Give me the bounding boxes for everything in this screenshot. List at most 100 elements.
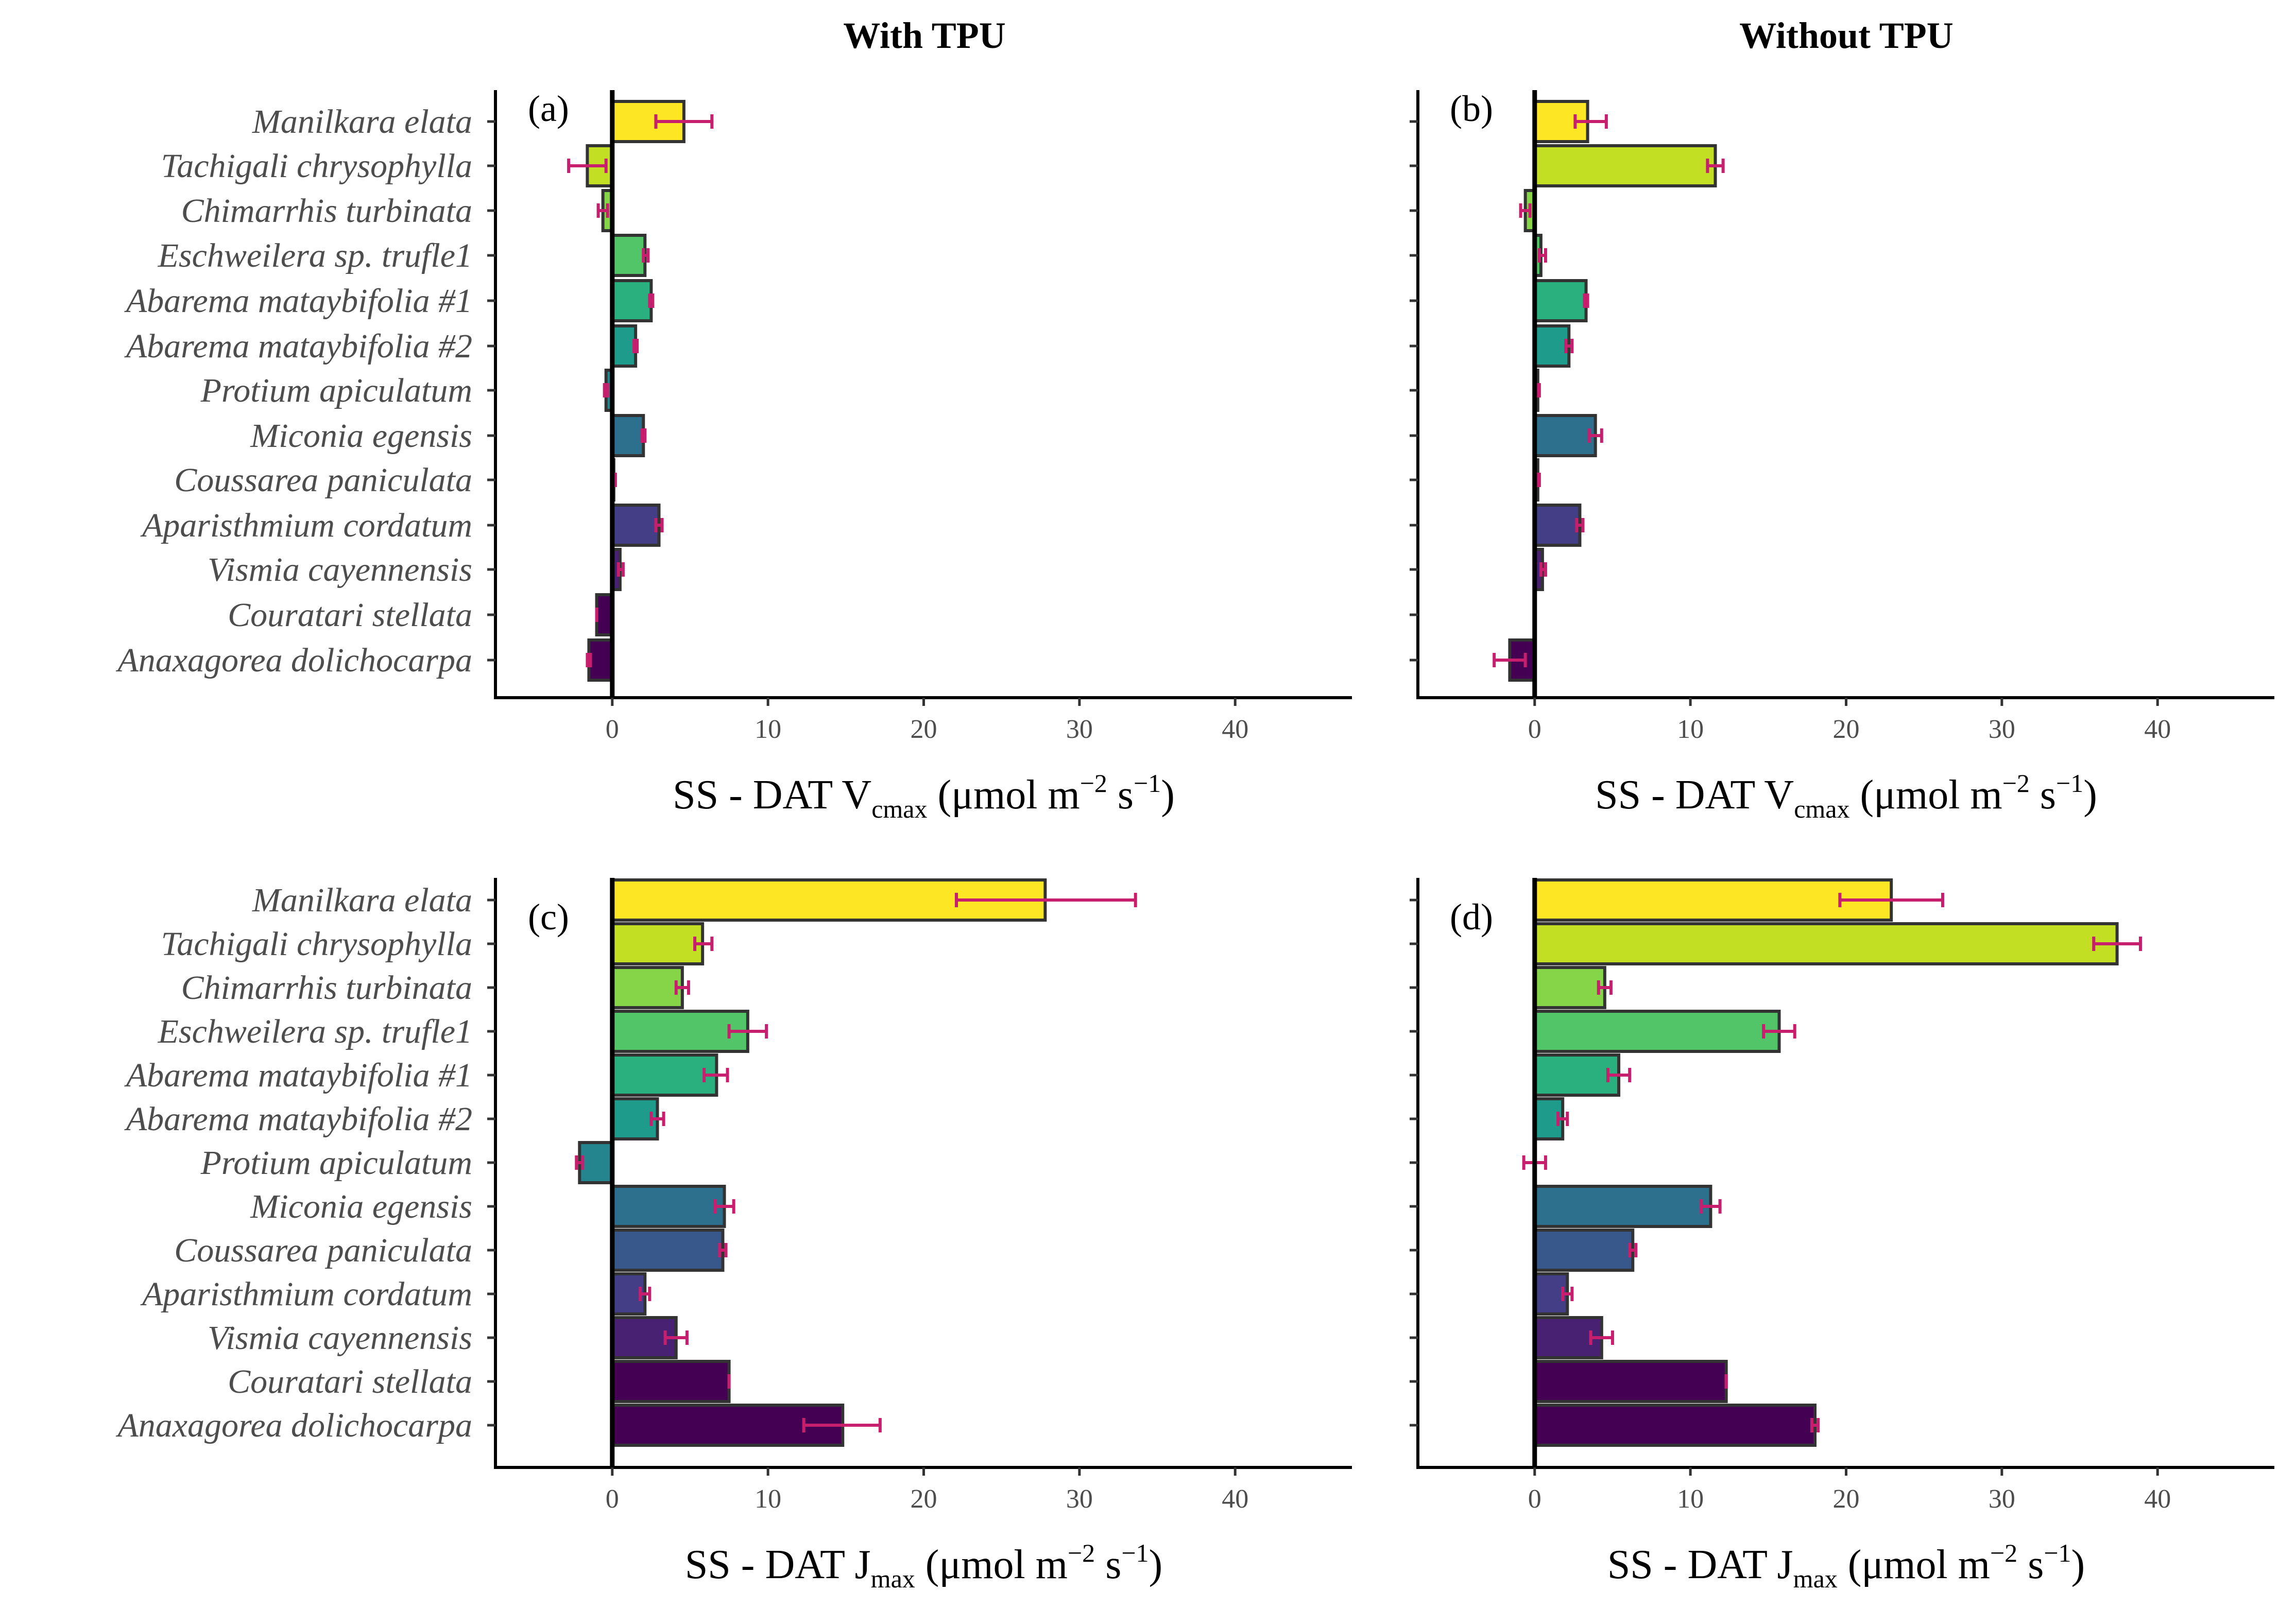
x-axis-title-part: −2 (1990, 1538, 2017, 1567)
y-tick-label: Aparisthmium cordatum (140, 1275, 472, 1313)
x-axis-title-part: SS - DAT V (1595, 772, 1794, 818)
bar (1533, 922, 2119, 965)
y-tick-label: Couratari stellata (228, 596, 472, 634)
bar (610, 1185, 726, 1228)
x-tick-label: 0 (1528, 1484, 1541, 1514)
error-bar (639, 1287, 652, 1301)
y-tick-label: Abarema mataybifolia #2 (124, 1100, 472, 1138)
x-axis-title-part: ) (2083, 772, 2097, 818)
bar (1533, 279, 1588, 322)
bar (1533, 966, 1606, 1009)
panel-a: Manilkara elata Tachigali chrysophylla Chi… (115, 88, 1352, 823)
x-axis-title-part: cmax (1794, 794, 1849, 823)
x-tick-label: 40 (2144, 715, 2171, 744)
x-axis-title-part: s (2030, 772, 2056, 818)
error-bar (718, 1243, 728, 1257)
error-bar (2092, 937, 2142, 951)
error-bar (1537, 248, 1547, 263)
x-axis-title-part: (μmol m (915, 1542, 1068, 1587)
x-tick-label: 0 (606, 1484, 619, 1514)
error-bar (1628, 1243, 1638, 1257)
x-axis-title-part: s (1095, 1542, 1121, 1587)
y-tick-label: Protium apiculatum (200, 372, 472, 409)
error-bar (1556, 1112, 1569, 1126)
x-axis-title-part: −1 (1134, 769, 1161, 798)
bar (610, 414, 645, 457)
error-bar (702, 1068, 729, 1082)
y-tick-label: Chimarrhis turbinata (181, 192, 472, 230)
y-tick-label: Couratari stellata (228, 1363, 472, 1400)
error-bar (567, 159, 608, 173)
x-axis-title-part: (μmol m (927, 772, 1080, 818)
bar (610, 1010, 749, 1053)
bar (610, 279, 653, 322)
x-tick-label: 40 (2144, 1484, 2171, 1514)
error-bar (1700, 1199, 1722, 1214)
error-bar (586, 653, 592, 667)
column-title-with-tpu: With TPU (843, 15, 1006, 56)
x-tick-label: 0 (1528, 715, 1541, 744)
error-bar (1573, 114, 1608, 129)
panel-label: (b) (1450, 88, 1493, 129)
bar (610, 1053, 718, 1097)
x-tick-label: 40 (1222, 1484, 1248, 1514)
error-bar (603, 383, 609, 397)
x-tick-label: 30 (1989, 715, 2015, 744)
y-tick-label: Chimarrhis turbinata (181, 969, 472, 1007)
error-bar (802, 1418, 882, 1432)
x-tick-label: 10 (1677, 715, 1704, 744)
x-axis-title-part: (μmol m (1838, 1542, 1990, 1587)
error-bar (1810, 1418, 1820, 1432)
x-axis-title: SS - DAT Jmax (μmol m−2 s−1) (685, 1538, 1162, 1593)
y-tick-label: Manilkara elata (252, 103, 472, 141)
y-tick-label: Abarema mataybifolia #2 (124, 327, 472, 365)
error-bar (642, 248, 650, 263)
x-axis-title-part: −1 (2056, 769, 2083, 798)
bar (1533, 324, 1571, 368)
x-axis-title-part: −2 (2002, 769, 2030, 798)
y-tick-label: Eschweilera sp. trufle1 (158, 1013, 472, 1050)
x-tick-label: 20 (1833, 715, 1860, 744)
y-tick-label: Abarema mataybifolia #1 (124, 282, 472, 320)
error-bar (1583, 293, 1589, 308)
error-bar (649, 1112, 665, 1126)
panel-label: (a) (528, 88, 569, 129)
x-axis-title-part: cmax (871, 794, 927, 823)
x-axis-title-part: (μmol m (1849, 772, 2002, 818)
x-axis-title: SS - DAT Jmax (μmol m−2 s−1) (1607, 1538, 2085, 1593)
y-tick-label: Tachigali chrysophylla (161, 147, 472, 185)
bar (610, 922, 705, 965)
error-bar (654, 518, 664, 532)
x-tick-label: 10 (755, 715, 781, 744)
panel-label: (c) (528, 896, 569, 938)
x-tick-label: 30 (1066, 1484, 1093, 1514)
x-tick-label: 20 (911, 1484, 937, 1514)
x-tick-label: 10 (1677, 1484, 1704, 1514)
bar (1533, 1404, 1817, 1447)
error-bar (654, 114, 714, 129)
bar (1533, 1360, 1728, 1403)
bar (1533, 878, 1893, 922)
error-bar (713, 1199, 735, 1214)
y-tick-label: Manilkara elata (252, 881, 472, 919)
bar (1533, 1010, 1781, 1053)
x-axis-title-part: max (871, 1564, 915, 1593)
bar (610, 1229, 725, 1272)
y-tick-label: Eschweilera sp. trufle1 (158, 237, 472, 274)
error-bar (1589, 1330, 1614, 1345)
bar (610, 1360, 731, 1403)
error-bar (596, 203, 609, 218)
error-bar (1564, 339, 1574, 353)
bar (1533, 144, 1717, 187)
x-axis-title-part: SS - DAT J (1607, 1542, 1793, 1587)
error-bar (727, 1024, 768, 1039)
error-bar (575, 1155, 585, 1170)
bar (587, 638, 614, 682)
x-axis-title-part: SS - DAT V (673, 772, 871, 818)
x-axis-title-part: SS - DAT J (685, 1542, 871, 1587)
x-axis-title-part: ) (1161, 772, 1175, 818)
bar (610, 324, 638, 368)
y-tick-label: Tachigali chrysophylla (161, 925, 472, 963)
error-bar (663, 1330, 689, 1345)
y-tick-label: Anaxagorea dolichocarpa (115, 1407, 472, 1444)
